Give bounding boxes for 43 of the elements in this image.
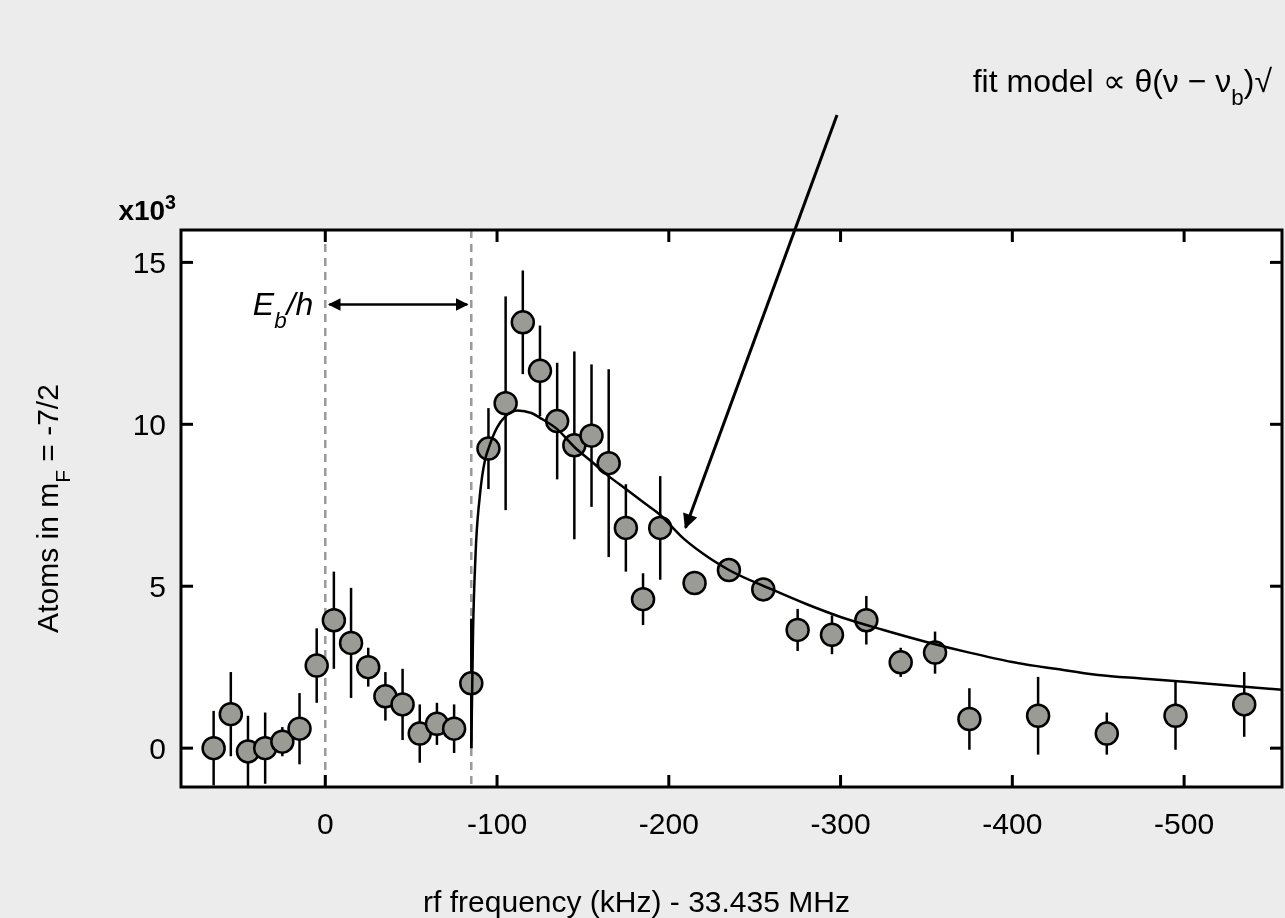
point	[441, 716, 467, 741]
point	[888, 650, 913, 675]
x-tick-label: -200	[638, 807, 699, 840]
text: x10$^{3}$	[118, 191, 177, 226]
point	[957, 706, 982, 732]
point	[527, 358, 553, 384]
x-tick-label: -300	[810, 807, 871, 840]
point	[287, 716, 312, 741]
point	[390, 692, 415, 717]
y-tick-label: 0	[149, 732, 166, 766]
x-tick-label: -500	[1154, 807, 1215, 840]
text: fit model ∝ θ(ν − ν$_{b}$)√	[972, 63, 1273, 110]
annotation: E$_{b}$/h	[252, 286, 314, 333]
point	[785, 617, 810, 643]
point	[270, 729, 295, 754]
point	[304, 653, 329, 678]
x-tick-label: -100	[467, 807, 528, 840]
x-axis-title: rf frequency (kHz) - 33.435 MHz	[423, 885, 850, 918]
point	[493, 391, 518, 416]
point	[596, 450, 621, 476]
point	[407, 721, 432, 746]
y-tick-label: 5	[149, 570, 166, 604]
x-tick-label: 0	[316, 807, 334, 840]
point	[647, 515, 673, 541]
point	[218, 701, 244, 727]
point	[321, 607, 347, 633]
point	[682, 570, 707, 596]
point	[1163, 703, 1188, 729]
point	[201, 735, 226, 761]
point	[922, 640, 948, 665]
point	[613, 515, 639, 541]
y-tick-label: 10	[132, 408, 166, 442]
point	[510, 310, 536, 335]
point	[819, 622, 845, 648]
point	[1025, 703, 1051, 729]
point	[579, 423, 604, 448]
x-tick-label: -400	[982, 807, 1043, 840]
y-tick-label: 15	[132, 246, 166, 280]
point	[355, 654, 381, 680]
point	[338, 630, 364, 656]
point	[1231, 692, 1257, 717]
point	[1094, 721, 1120, 746]
point	[630, 586, 656, 612]
